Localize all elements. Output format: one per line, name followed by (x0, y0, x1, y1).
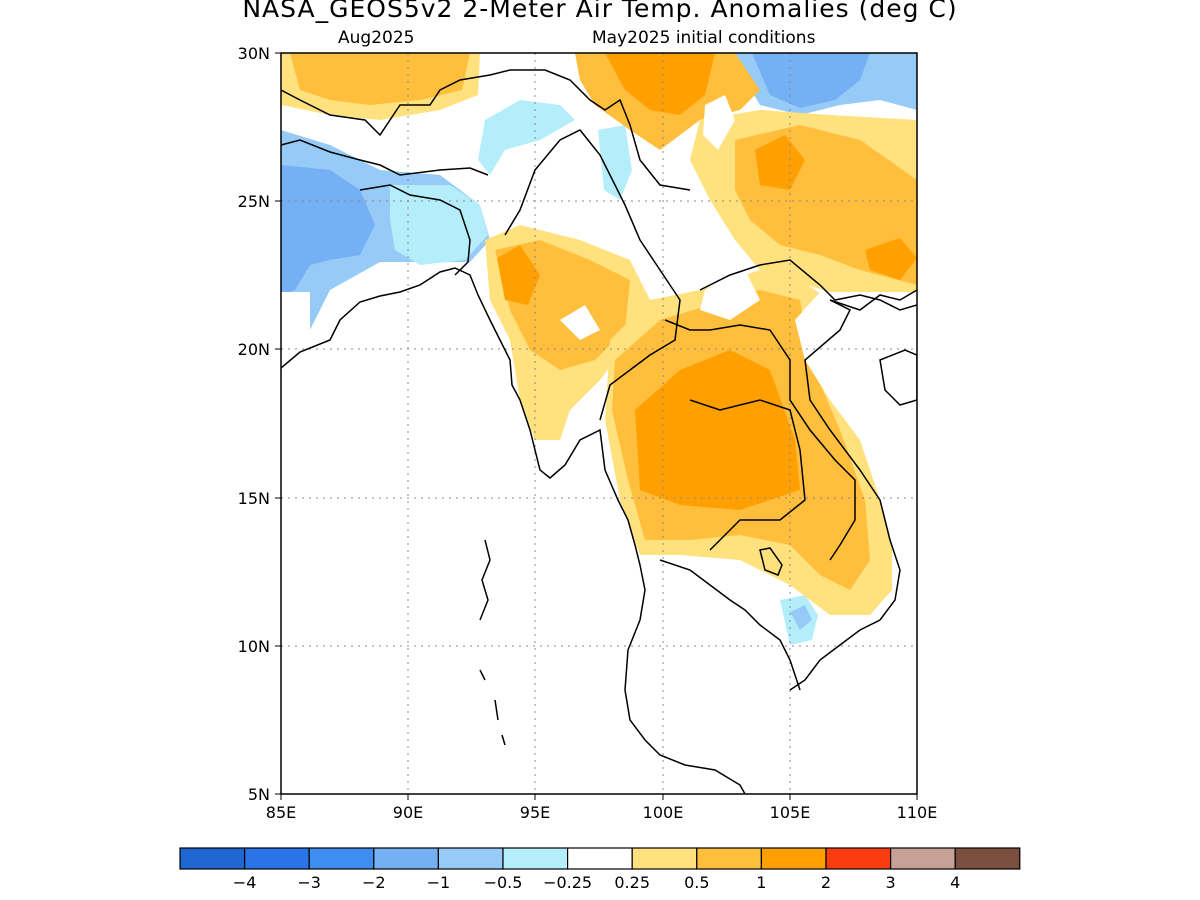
coastline-andaman-islands (479, 539, 491, 621)
colorbar-label: 4 (950, 873, 960, 892)
x-tick-label: 85E (266, 803, 296, 822)
colorbar-swatch (308, 847, 375, 870)
colorbar-label: −0.25 (543, 873, 592, 892)
y-tick-label: 15N (238, 489, 270, 508)
colorbar-swatch (566, 847, 633, 870)
y-tick-label: 30N (238, 44, 270, 63)
colorbar-label: −3 (297, 873, 321, 892)
colorbar-swatch (244, 847, 310, 870)
anomaly-field (281, 53, 917, 794)
colorbar-swatch (179, 847, 246, 870)
neutral-patch-myanmar (560, 305, 600, 340)
warm-anomaly-myanmar-core (497, 245, 540, 305)
ocean-mask-bay-of-bengal (281, 292, 660, 794)
cool-anomaly-mekong-core (790, 605, 812, 630)
colorbar: −4 −3 −2 −1 −0.5 −0.25 0.25 0.5 1 2 3 4 (179, 847, 1021, 892)
colorbar-label: 2 (821, 873, 831, 892)
border-nepal-india (281, 139, 489, 176)
coastline-vietnam (789, 299, 901, 691)
border-bangladesh (359, 184, 471, 276)
colorbar-swatch (437, 847, 504, 870)
coastline-nicobar (479, 669, 506, 746)
colorbar-label: 1 (756, 873, 766, 892)
colorbar-swatch (889, 847, 956, 870)
border-thailand-cambodia (689, 399, 806, 551)
colorbar-label: −4 (233, 873, 257, 892)
cool-anomaly-yunnan (598, 125, 632, 200)
initial-conditions-label: May2025 initial conditions (592, 28, 816, 48)
lake-tonle-sap (759, 547, 783, 576)
warm-anomaly-guangxi-core (755, 135, 805, 190)
neutral-patch-laos (700, 270, 760, 320)
colorbar-label: −2 (362, 873, 386, 892)
warm-anomaly-himalaya-core (290, 53, 470, 105)
y-axis: 5N 10N 15N 20N 25N 30N (238, 44, 281, 804)
colorbar-swatch (760, 847, 827, 870)
colorbar-label: 0.5 (684, 873, 709, 892)
colorbar-swatch (954, 847, 1021, 870)
colorbar-label: 3 (886, 873, 896, 892)
colorbar-label: −1 (427, 873, 451, 892)
x-tick-label: 105E (770, 803, 811, 822)
warm-anomaly-tibet-core (605, 53, 715, 115)
forecast-month: Aug2025 (338, 28, 415, 48)
cool-anomaly-northeast-core (752, 53, 870, 108)
cool-anomaly-northwest-core (281, 165, 375, 295)
ocean-mask-gulf-of-thailand (640, 560, 917, 794)
coastline-china-south (829, 289, 917, 311)
y-tick-label: 20N (238, 340, 270, 359)
x-tick-label: 110E (897, 803, 938, 822)
y-tick-label: 25N (238, 192, 270, 211)
warm-anomaly-guangdong-core (865, 238, 917, 280)
x-tick-label: 90E (393, 803, 423, 822)
coastline-hainan (879, 349, 917, 406)
coastlines (281, 69, 917, 794)
map-frame (280, 52, 918, 795)
x-tick-label: 100E (643, 803, 684, 822)
x-axis: 85E 90E 95E 100E 105E 110E (266, 794, 938, 822)
gridlines (281, 53, 917, 794)
colorbar-label: −0.5 (484, 873, 523, 892)
y-tick-label: 5N (248, 785, 270, 804)
coastline-india-west (281, 267, 746, 794)
warm-anomaly-thailand-core (635, 350, 800, 510)
border-thailand-laos (664, 319, 856, 561)
y-tick-label: 10N (238, 637, 270, 656)
cool-anomaly-myanmar-north (478, 100, 575, 175)
map-title: NASA_GEOS5v2 2-Meter Air Temp. Anomalies… (242, 0, 958, 23)
border-north (281, 69, 691, 191)
ocean-mask-south-china-sea (795, 292, 917, 560)
x-tick-label: 95E (520, 803, 550, 822)
colorbar-swatch (825, 847, 892, 870)
colorbar-swatch (373, 847, 439, 870)
coastline-gulf-thailand (659, 559, 801, 691)
neutral-patch-yunnan (703, 95, 735, 150)
colorbar-swatch (502, 847, 569, 870)
cool-anomaly-bangladesh (390, 185, 488, 265)
border-myanmar-east (504, 129, 681, 421)
colorbar-swatch (631, 847, 698, 870)
colorbar-swatch (696, 847, 762, 870)
colorbar-label: 0.25 (614, 873, 650, 892)
border-laos-vietnam (699, 259, 917, 311)
